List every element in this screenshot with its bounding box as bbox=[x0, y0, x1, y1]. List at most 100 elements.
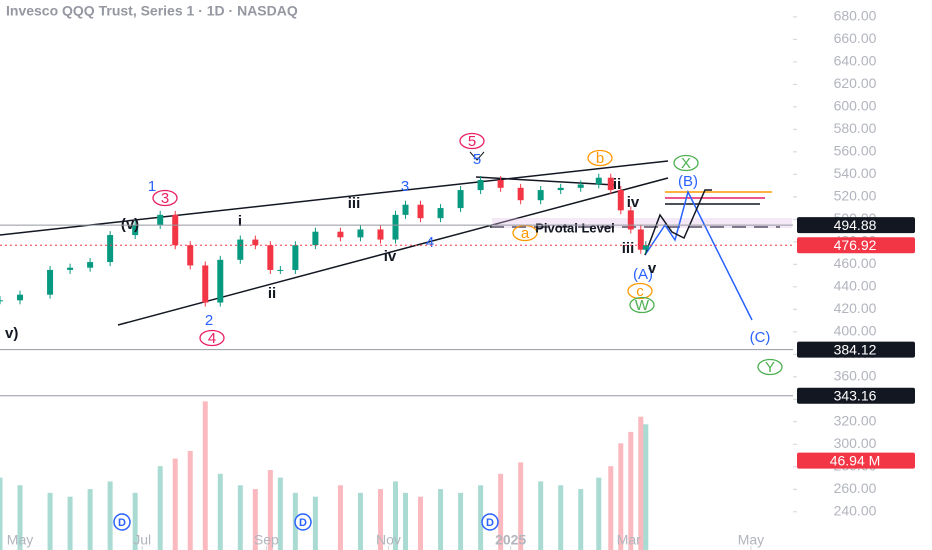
volume-bar bbox=[107, 481, 113, 550]
wave-label: iii bbox=[622, 240, 635, 257]
x-tick-label: Sep bbox=[254, 532, 279, 548]
volume-bar bbox=[132, 492, 138, 550]
dividend-marker bbox=[481, 513, 499, 531]
volume-bar bbox=[357, 492, 363, 550]
candle bbox=[0, 300, 3, 302]
volume-bar bbox=[172, 458, 178, 550]
wave-label: 4 bbox=[208, 330, 216, 347]
x-tick-label: Nov bbox=[376, 532, 401, 548]
trend-line bbox=[475, 176, 616, 186]
projection-path bbox=[644, 189, 712, 256]
wave-label: W bbox=[635, 297, 650, 314]
wave-circle bbox=[627, 282, 653, 300]
wave-circle bbox=[152, 189, 178, 207]
candle bbox=[357, 229, 364, 238]
candle bbox=[417, 204, 424, 219]
wave-circle bbox=[673, 154, 699, 172]
wave-circle bbox=[459, 132, 485, 150]
wave-label: v) bbox=[5, 325, 18, 342]
y-tick-label: 620.00 bbox=[834, 75, 877, 91]
wave-label: iv bbox=[627, 194, 640, 211]
candle bbox=[392, 214, 399, 240]
price-label: 494.88 bbox=[834, 217, 877, 233]
wave-label: (v) bbox=[121, 216, 139, 233]
wave-label: 4 bbox=[426, 234, 434, 251]
candle bbox=[457, 190, 464, 209]
wave-label: a bbox=[521, 225, 530, 242]
candle bbox=[107, 235, 114, 263]
volume-bar bbox=[237, 485, 243, 550]
y-tick-label: 580.00 bbox=[834, 120, 877, 136]
volume-bar bbox=[498, 473, 504, 550]
candle bbox=[557, 187, 564, 191]
candle bbox=[187, 245, 194, 266]
marker bbox=[469, 151, 485, 161]
trend-line bbox=[117, 177, 669, 326]
dividend-label: D bbox=[118, 517, 126, 529]
y-tick-label: 540.00 bbox=[834, 165, 877, 181]
volume-bar bbox=[643, 424, 649, 550]
candle bbox=[292, 245, 299, 270]
x-tick-label: May bbox=[738, 532, 764, 548]
volume-bar bbox=[578, 489, 584, 550]
y-tick-label: 260.00 bbox=[834, 480, 877, 496]
candle bbox=[67, 267, 74, 270]
wave-label: 5 bbox=[468, 133, 476, 150]
candle bbox=[497, 179, 504, 188]
volume-bar bbox=[538, 481, 544, 550]
volume-label-box bbox=[797, 452, 915, 469]
price-label-box bbox=[797, 217, 915, 234]
wave-circle bbox=[587, 149, 613, 167]
wave-label: 3 bbox=[401, 178, 409, 195]
candle bbox=[157, 214, 164, 225]
volume-bar bbox=[277, 477, 283, 550]
wave-label: ii bbox=[268, 285, 276, 302]
volume-bar bbox=[267, 470, 273, 550]
wave-label: iv bbox=[384, 248, 397, 265]
volume-bar bbox=[377, 489, 383, 550]
y-tick-label: 680.00 bbox=[834, 8, 877, 24]
y-tick-label: 660.00 bbox=[834, 30, 877, 46]
volume-bar bbox=[187, 450, 193, 550]
candle bbox=[627, 210, 634, 230]
y-tick-label: 440.00 bbox=[834, 278, 877, 294]
wave-label: c bbox=[636, 283, 644, 300]
x-tick-label: 2025 bbox=[495, 532, 526, 548]
y-tick-label: 600.00 bbox=[834, 98, 877, 114]
volume-bar bbox=[87, 489, 93, 550]
y-tick-label: 460.00 bbox=[834, 255, 877, 271]
candle bbox=[17, 294, 24, 301]
wave-label: (C) bbox=[750, 329, 771, 346]
price-label-box bbox=[797, 387, 915, 404]
y-tick-label: 640.00 bbox=[834, 53, 877, 69]
volume-bar bbox=[478, 485, 484, 550]
volume-bar bbox=[252, 489, 258, 550]
wave-label: (B) bbox=[678, 173, 698, 190]
projection-path bbox=[644, 189, 753, 321]
volume-bar bbox=[337, 485, 343, 550]
candle bbox=[517, 187, 524, 201]
wave-label: Pivotal Level bbox=[535, 220, 614, 235]
volume-bar bbox=[47, 492, 53, 550]
candle bbox=[312, 231, 319, 246]
volume-bar bbox=[0, 477, 3, 550]
price-label: 384.12 bbox=[834, 341, 877, 357]
wave-circle bbox=[757, 358, 783, 376]
dividend-label: D bbox=[486, 517, 494, 529]
wave-label: 1 bbox=[148, 178, 156, 195]
volume-bar bbox=[403, 492, 409, 550]
wave-label: ii bbox=[613, 176, 621, 193]
volume-bar bbox=[618, 443, 624, 550]
wave-circle bbox=[629, 296, 655, 314]
wave-label: 5 bbox=[473, 151, 481, 168]
volume-label: 46.94 M bbox=[830, 452, 881, 468]
candle bbox=[202, 265, 209, 303]
volume-bar bbox=[458, 492, 464, 550]
volume-bar bbox=[157, 466, 163, 550]
candle bbox=[217, 259, 224, 303]
volume-bar bbox=[217, 473, 223, 550]
price-label: 476.92 bbox=[834, 237, 877, 253]
volume-bar bbox=[596, 477, 602, 550]
volume-bar bbox=[608, 466, 614, 550]
volume-bar bbox=[638, 416, 644, 550]
